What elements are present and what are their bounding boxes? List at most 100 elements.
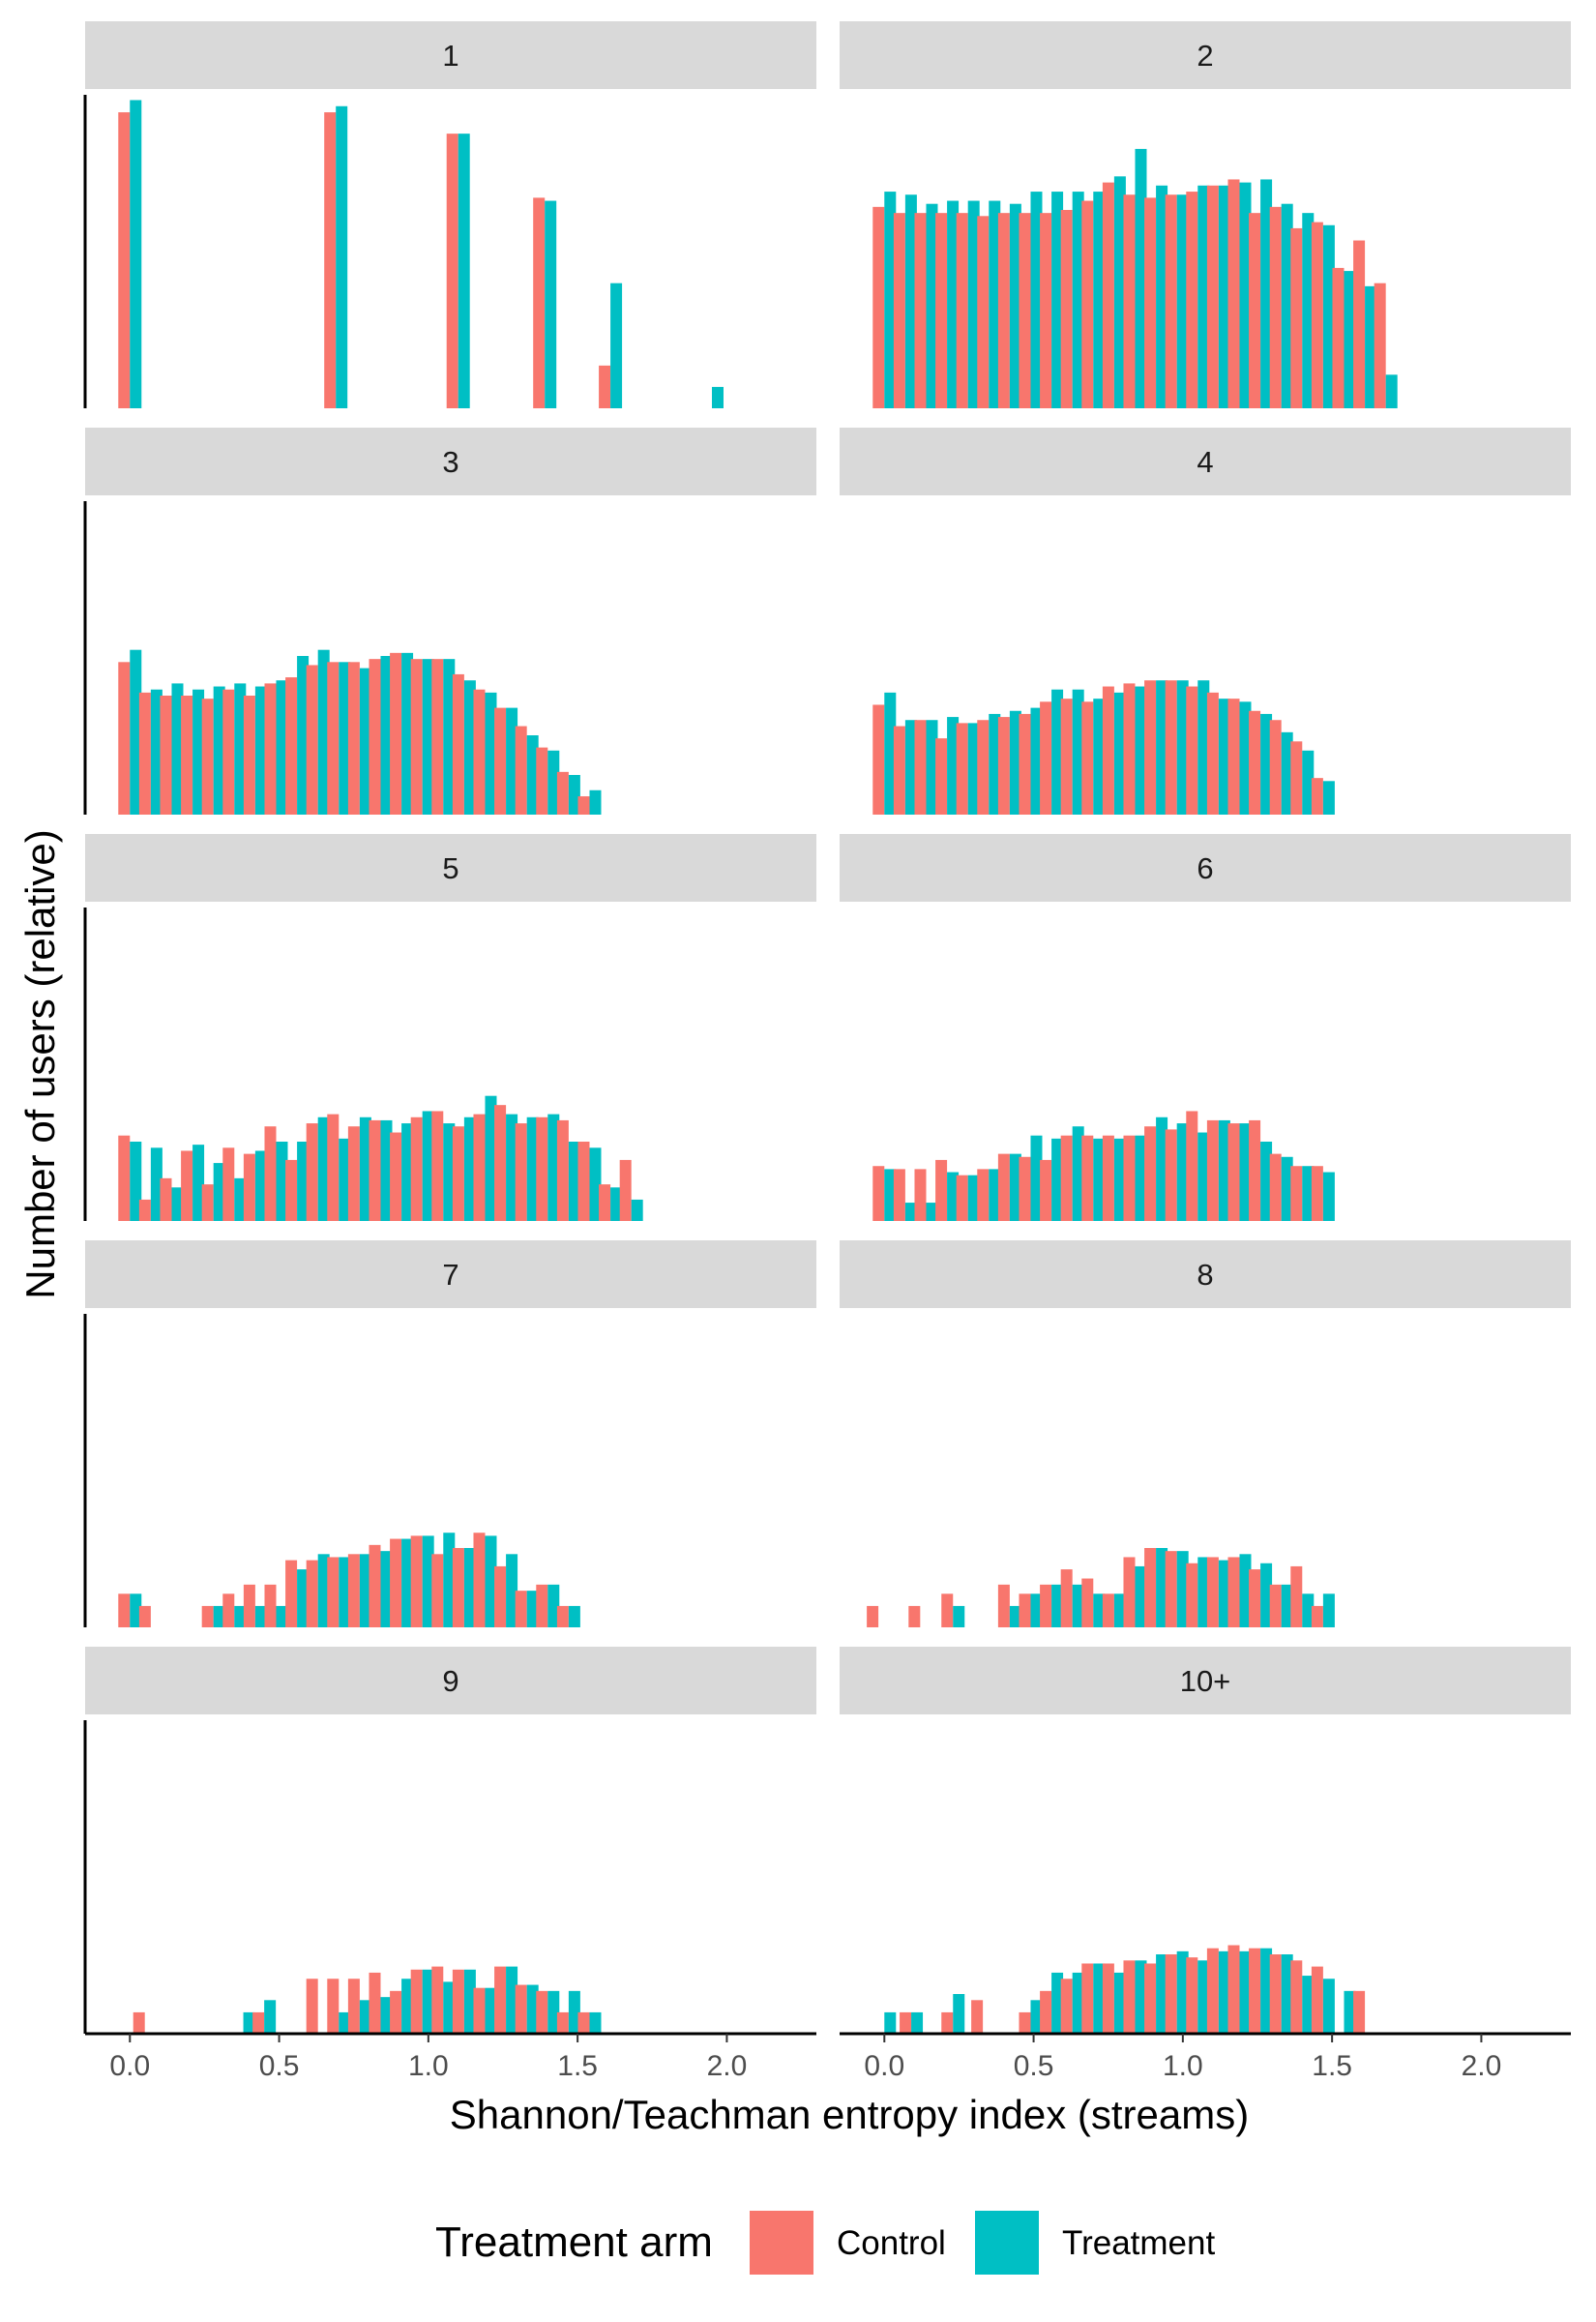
bar-control (1332, 267, 1345, 408)
bar-control (1019, 713, 1031, 815)
bar-treatment (989, 200, 1001, 408)
bar-treatment (234, 1177, 247, 1221)
bar-control (997, 717, 1010, 815)
bar-treatment (967, 1175, 980, 1221)
legend-swatch-treatment (975, 2211, 1039, 2275)
bar-treatment (610, 1187, 623, 1221)
bar-control (369, 659, 381, 815)
bar-control (306, 1123, 318, 1221)
bar-treatment (1135, 1960, 1147, 2034)
bar-treatment (1009, 203, 1021, 408)
bar-treatment (254, 1150, 267, 1221)
bar-treatment (422, 1969, 434, 2034)
bar-treatment (1197, 1557, 1210, 1627)
bar-treatment (243, 2011, 255, 2034)
bar-treatment (1344, 271, 1356, 408)
bar-treatment (1093, 699, 1106, 815)
bar-control (599, 365, 611, 408)
bar-treatment (234, 683, 247, 815)
bar-treatment (1072, 192, 1084, 408)
bar-control (1227, 1557, 1240, 1627)
bar-control (556, 1605, 569, 1627)
bar-control (431, 1554, 444, 1627)
bar-control (1019, 1593, 1031, 1627)
bar-control (1123, 1557, 1136, 1627)
bar-treatment (1030, 1135, 1043, 1221)
bar-control (1165, 1551, 1177, 1627)
bar-control (347, 1126, 360, 1221)
bar-control (1123, 1960, 1136, 2034)
bar-control (893, 1169, 905, 1221)
bar-control (473, 689, 486, 815)
bar-control (956, 723, 968, 815)
bar-treatment (1093, 192, 1106, 408)
bar-treatment (1156, 185, 1168, 408)
bar-control (243, 696, 255, 815)
bar-control (473, 1114, 486, 1221)
bar-control (1269, 1584, 1282, 1627)
bar-control (536, 747, 548, 815)
bar-control (201, 1605, 214, 1627)
bar-treatment (1260, 713, 1273, 815)
bar-control (410, 1969, 423, 2034)
bar-treatment (150, 689, 163, 815)
bar-control (264, 683, 277, 815)
bar-treatment (317, 1554, 330, 1627)
bar-treatment (1281, 1156, 1293, 1221)
bar-treatment (1302, 1593, 1315, 1627)
bar-treatment (1281, 731, 1293, 815)
bar-control (577, 1142, 590, 1221)
bar-treatment (1030, 707, 1043, 815)
bar-control (956, 1175, 968, 1221)
bar-control (285, 677, 298, 815)
bar-control (369, 1544, 381, 1627)
bar-treatment (1197, 1132, 1210, 1221)
bar-control (1040, 1159, 1052, 1221)
y-axis-title: Number of users (relative) (17, 829, 63, 1298)
bar-control (1311, 222, 1323, 408)
bar-treatment (1239, 1554, 1252, 1627)
bar-control (1144, 680, 1157, 815)
facet-strip-label: 2 (1197, 39, 1213, 73)
bar-treatment (130, 100, 142, 408)
facet-strip (85, 428, 816, 495)
facet-strip (840, 21, 1571, 89)
bar-treatment (401, 652, 414, 815)
bar-control (390, 1990, 402, 2034)
bar-control (536, 1116, 548, 1221)
bar-treatment (380, 656, 393, 815)
bar-control (1144, 1963, 1157, 2034)
facet-strip (85, 1647, 816, 1714)
bar-treatment (443, 1981, 456, 2034)
bar-control (369, 1972, 381, 2034)
bar-control (1249, 1569, 1261, 1627)
bar-treatment (401, 1979, 414, 2034)
bar-control (1060, 1569, 1073, 1627)
bar-treatment (401, 1538, 414, 1627)
bar-control (201, 1184, 214, 1221)
bar-treatment (1093, 1963, 1106, 2034)
bar-control (1144, 197, 1157, 408)
bar-control (181, 696, 193, 815)
bar-treatment (276, 680, 288, 815)
bar-control (118, 112, 131, 409)
bar-treatment (1156, 1548, 1168, 1627)
bar-treatment (1156, 1116, 1168, 1221)
bar-control (1227, 699, 1240, 815)
bar-treatment (967, 200, 980, 408)
facet-strip-label: 10+ (1180, 1664, 1231, 1698)
bar-control (1206, 1557, 1219, 1627)
bar-treatment (171, 1187, 184, 1221)
bar-treatment (526, 1591, 539, 1627)
bar-control (1290, 1166, 1303, 1221)
bar-control (515, 726, 527, 815)
bar-control (935, 1159, 948, 1221)
bar-control (1227, 1945, 1240, 2034)
bar-treatment (485, 692, 497, 815)
bar-treatment (1322, 224, 1335, 408)
bar-control (431, 1111, 444, 1221)
bar-treatment (1113, 1972, 1126, 2034)
bar-control (872, 1166, 885, 1221)
bar-treatment (380, 1119, 393, 1221)
bar-treatment (213, 686, 225, 815)
